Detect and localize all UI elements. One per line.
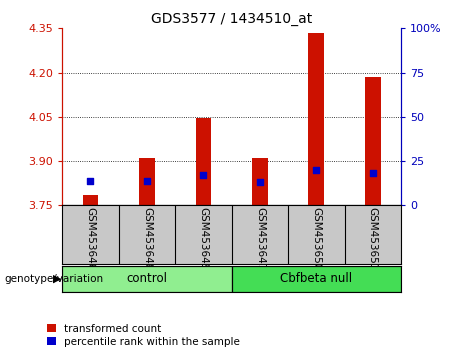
- Bar: [195, 118, 211, 205]
- Bar: [365, 77, 381, 205]
- Bar: [62, 266, 231, 292]
- Title: GDS3577 / 1434510_at: GDS3577 / 1434510_at: [151, 12, 312, 26]
- Point: [369, 171, 377, 176]
- Point: [313, 167, 320, 173]
- Text: control: control: [126, 272, 167, 285]
- Text: GSM453649: GSM453649: [198, 207, 208, 270]
- Point: [200, 172, 207, 178]
- Point: [87, 178, 94, 183]
- Text: GSM453650: GSM453650: [311, 207, 321, 270]
- Bar: [83, 195, 98, 205]
- Point: [256, 179, 264, 185]
- Text: GSM453651: GSM453651: [368, 207, 378, 270]
- Bar: [231, 266, 401, 292]
- Legend: transformed count, percentile rank within the sample: transformed count, percentile rank withi…: [47, 324, 240, 347]
- Bar: [252, 158, 268, 205]
- Point: [143, 178, 151, 183]
- Text: Cbfbeta null: Cbfbeta null: [280, 272, 352, 285]
- Text: GSM453646: GSM453646: [85, 207, 95, 270]
- Text: genotype/variation: genotype/variation: [5, 274, 104, 284]
- Text: ▶: ▶: [53, 274, 61, 284]
- Bar: [308, 33, 324, 205]
- Text: GSM453647: GSM453647: [255, 207, 265, 270]
- Bar: [139, 158, 155, 205]
- Text: GSM453648: GSM453648: [142, 207, 152, 270]
